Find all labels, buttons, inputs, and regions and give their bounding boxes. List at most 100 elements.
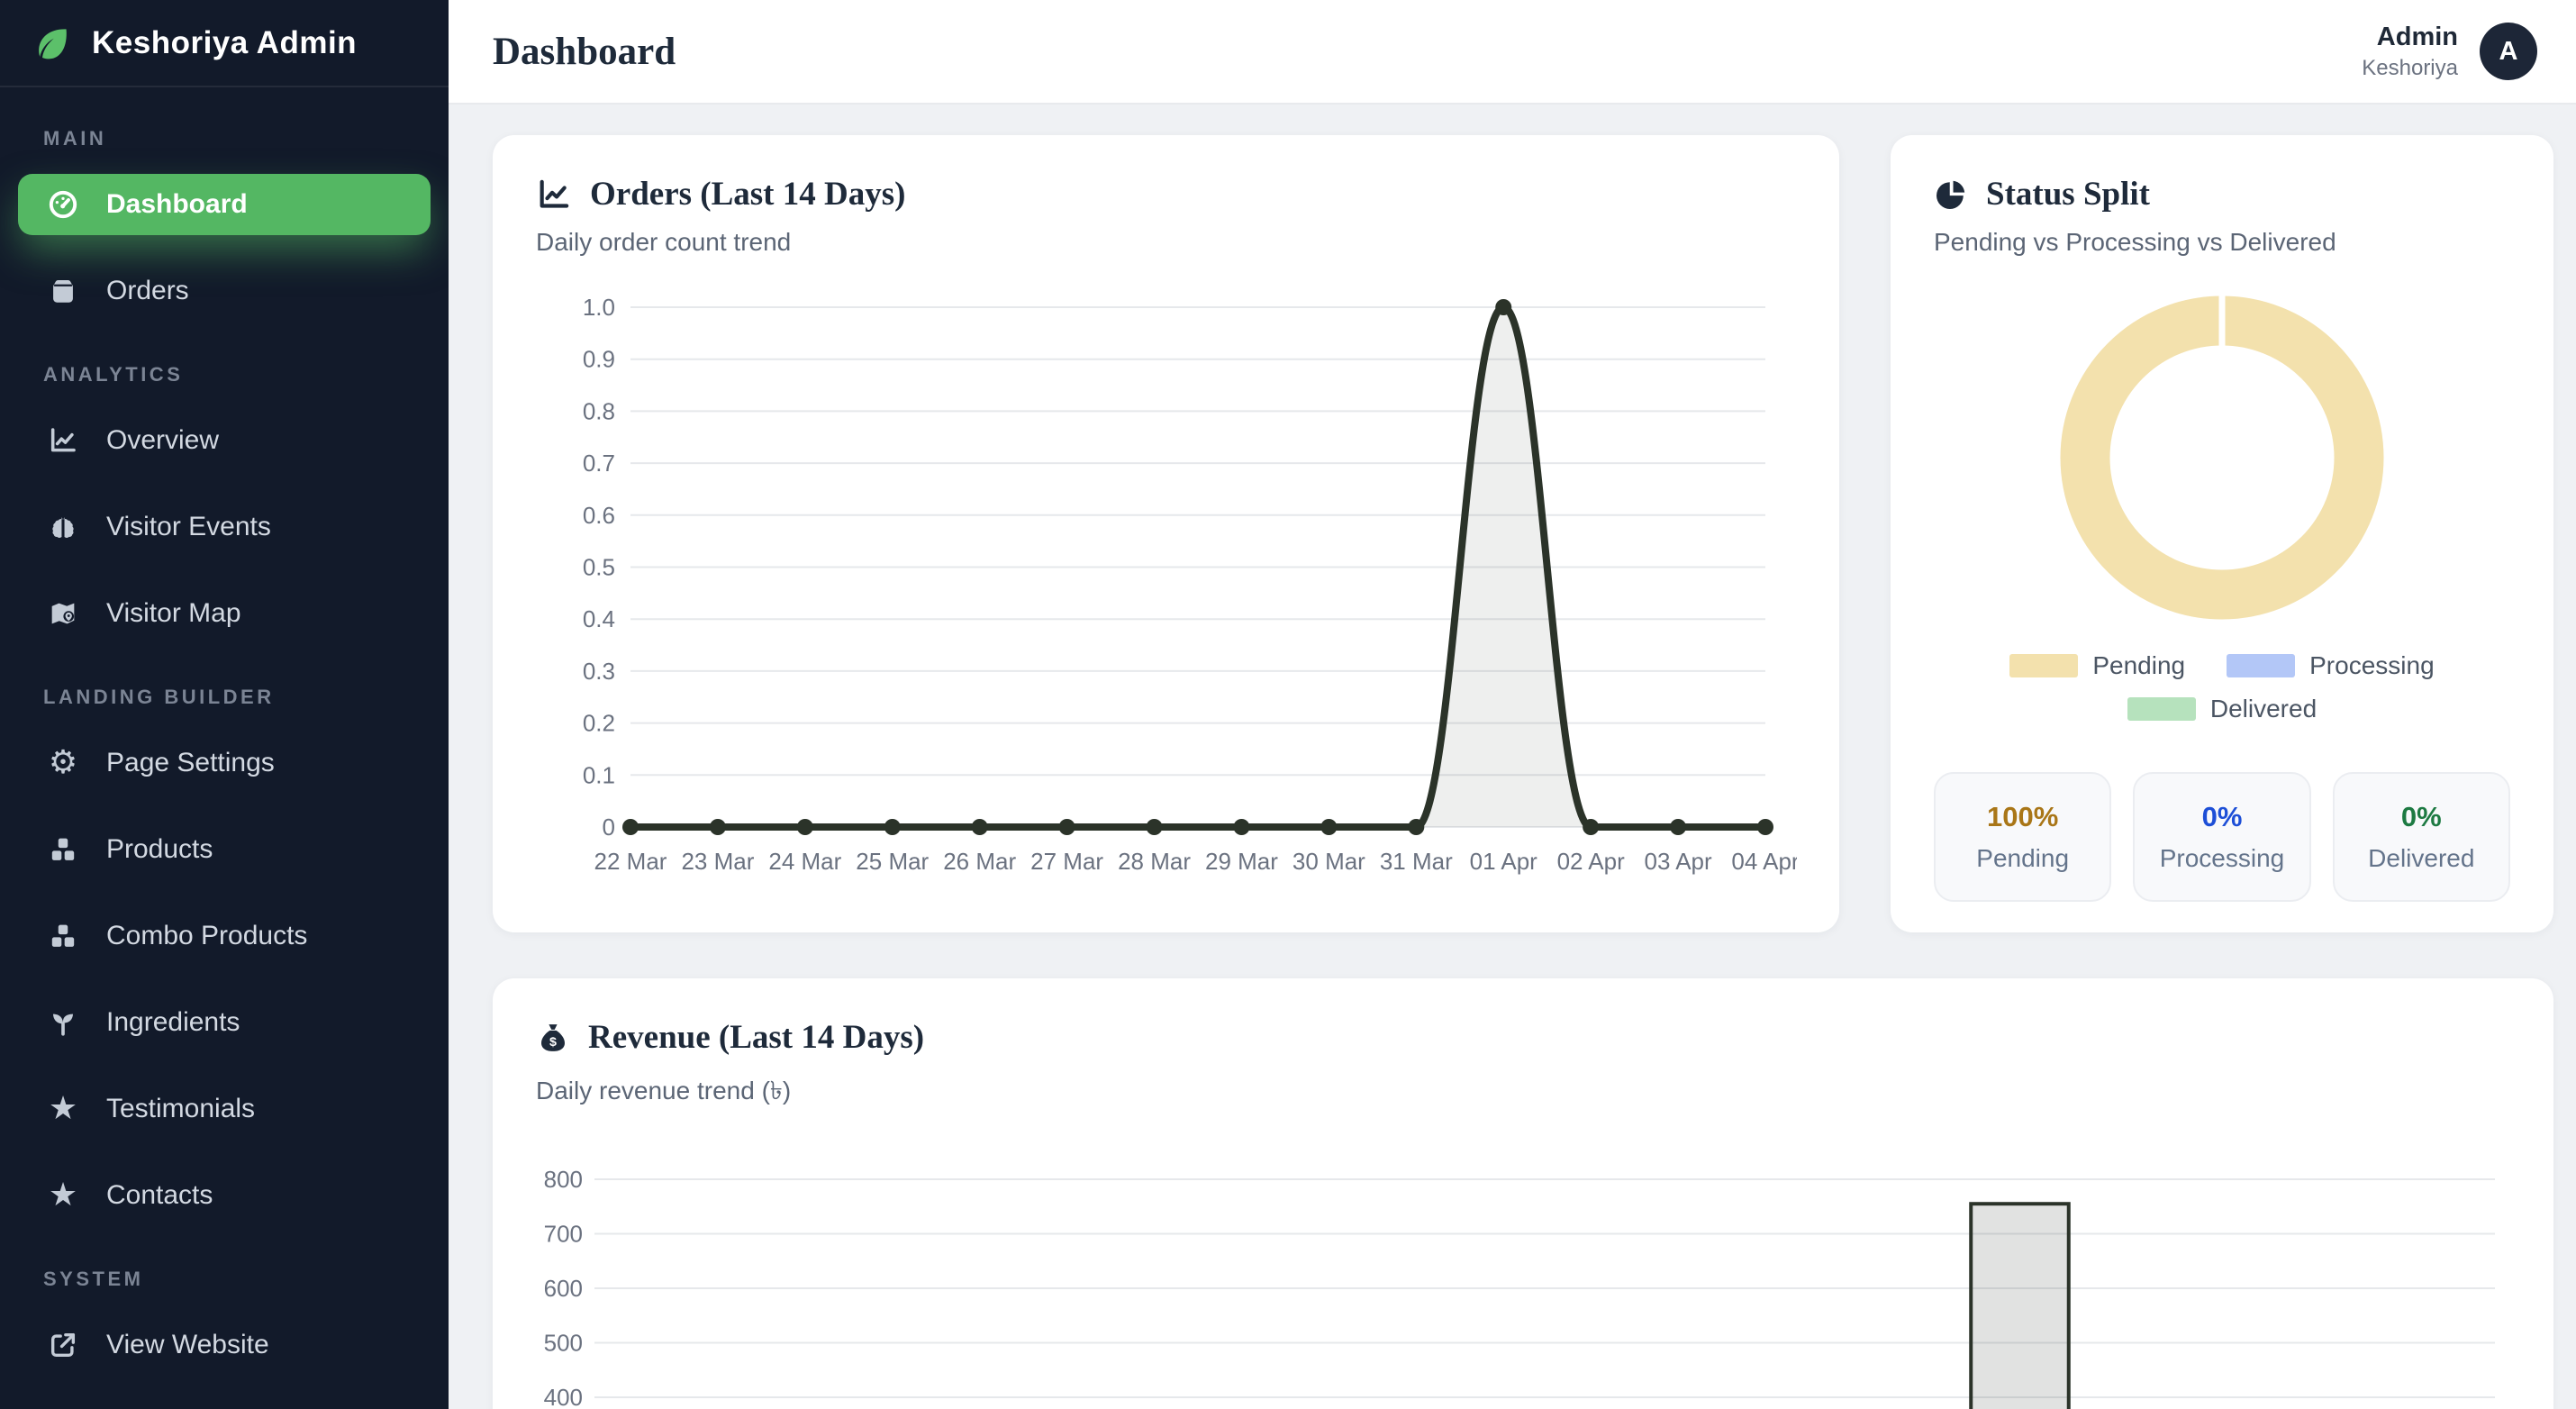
revenue-card-subtitle: Daily revenue trend (৳) bbox=[536, 1077, 792, 1104]
seedling-icon bbox=[45, 1007, 81, 1038]
status-card: Status Split Pending vs Processing vs De… bbox=[1891, 135, 2553, 932]
user-name: Admin bbox=[2376, 22, 2458, 51]
sidebar-item-view-website[interactable]: View Website bbox=[18, 1314, 431, 1376]
svg-text:30 Mar: 30 Mar bbox=[1293, 848, 1365, 875]
box-icon bbox=[45, 276, 81, 306]
stat-value: 0% bbox=[2400, 801, 2442, 832]
boxes-icon bbox=[45, 834, 81, 865]
revenue-card-title: Revenue (Last 14 Days) bbox=[588, 1019, 925, 1056]
svg-text:24 Mar: 24 Mar bbox=[768, 848, 841, 875]
sidebar-item-products[interactable]: Products bbox=[18, 819, 431, 880]
sidebar-item-overview[interactable]: Overview bbox=[18, 410, 431, 471]
legend-swatch bbox=[2009, 654, 2079, 677]
content: Orders (Last 14 Days) Daily order count … bbox=[449, 105, 2576, 1409]
sidebar-item-label: Visitor Events bbox=[106, 512, 271, 541]
sidebar-item-label: Overview bbox=[106, 425, 220, 455]
svg-text:500: 500 bbox=[544, 1330, 583, 1357]
sidebar-item-label: Orders bbox=[106, 276, 189, 305]
map-pin-icon bbox=[45, 598, 81, 629]
stat-box-processing: 0% Processing bbox=[2133, 772, 2311, 902]
stat-label: Delivered bbox=[2368, 844, 2475, 872]
star-icon: ★ bbox=[48, 1090, 78, 1127]
stat-label: Processing bbox=[2159, 844, 2285, 872]
gauge-icon bbox=[45, 188, 81, 221]
svg-text:29 Mar: 29 Mar bbox=[1205, 848, 1278, 875]
sidebar-item-ingredients[interactable]: Ingredients bbox=[18, 992, 431, 1053]
legend-item-pending[interactable]: Pending bbox=[2009, 651, 2185, 680]
legend-swatch bbox=[2127, 697, 2196, 721]
svg-text:26 Mar: 26 Mar bbox=[943, 848, 1016, 875]
svg-text:0.8: 0.8 bbox=[583, 397, 615, 424]
svg-text:22 Mar: 22 Mar bbox=[594, 848, 667, 875]
svg-text:700: 700 bbox=[544, 1221, 583, 1248]
svg-text:0.4: 0.4 bbox=[583, 605, 615, 632]
svg-text:0.1: 0.1 bbox=[583, 761, 615, 788]
sidebar-item-orders[interactable]: Orders bbox=[18, 260, 431, 322]
sidebar-item-testimonials[interactable]: ★ Testimonials bbox=[18, 1078, 431, 1140]
sidebar-item-dashboard[interactable]: Dashboard bbox=[18, 174, 431, 235]
main-area: Dashboard Admin Keshoriya A Orders (Last… bbox=[449, 0, 2576, 1409]
legend-swatch bbox=[2227, 654, 2296, 677]
svg-text:28 Mar: 28 Mar bbox=[1118, 848, 1191, 875]
brand-title: Keshoriya Admin bbox=[92, 24, 358, 60]
money-bag-icon: $ bbox=[536, 1021, 570, 1055]
user-org: Keshoriya bbox=[2362, 55, 2458, 80]
gear-icon: ⚙ bbox=[48, 744, 78, 781]
section-label-analytics: ANALYTICS bbox=[43, 363, 184, 386]
sidebar-item-label: Testimonials bbox=[106, 1094, 256, 1123]
svg-text:800: 800 bbox=[544, 1166, 583, 1193]
sidebar-item-label: Contacts bbox=[106, 1180, 213, 1210]
star-icon: ★ bbox=[48, 1177, 78, 1214]
brand-row: Keshoriya Admin bbox=[0, 0, 449, 87]
sidebar-item-label: Page Settings bbox=[106, 748, 275, 777]
svg-text:1.0: 1.0 bbox=[583, 294, 615, 321]
stat-value: 0% bbox=[2201, 801, 2243, 832]
sidebar-item-visitor-events[interactable]: Visitor Events bbox=[18, 496, 431, 558]
stat-box-pending: 100% Pending bbox=[1934, 772, 2112, 902]
svg-text:0.7: 0.7 bbox=[583, 450, 615, 477]
orders-card: Orders (Last 14 Days) Daily order count … bbox=[493, 135, 1839, 932]
svg-text:400: 400 bbox=[544, 1384, 583, 1409]
chart-line-icon bbox=[45, 425, 81, 456]
stat-label: Pending bbox=[1976, 844, 2070, 872]
section-label-landing-builder: LANDING BUILDER bbox=[43, 686, 275, 708]
sidebar-item-label: Ingredients bbox=[106, 1007, 240, 1037]
avatar[interactable]: A bbox=[2480, 23, 2537, 80]
chart-line-icon bbox=[536, 177, 572, 213]
sidebar-nav: MAIN Dashboard Orders ANALYTICS Overview Visi… bbox=[0, 87, 449, 1376]
user-text: Admin Keshoriya bbox=[2362, 23, 2458, 81]
svg-text:$: $ bbox=[549, 1035, 557, 1050]
sidebar-item-page-settings[interactable]: ⚙ Page Settings bbox=[18, 732, 431, 794]
svg-text:0.6: 0.6 bbox=[583, 502, 615, 529]
brain-icon bbox=[45, 512, 81, 542]
page-title: Dashboard bbox=[493, 30, 676, 73]
svg-text:31 Mar: 31 Mar bbox=[1380, 848, 1453, 875]
legend-item-delivered[interactable]: Delivered bbox=[2127, 695, 2317, 723]
legend-label: Pending bbox=[2092, 651, 2186, 679]
svg-text:04 Apr: 04 Apr bbox=[1731, 848, 1797, 875]
svg-text:600: 600 bbox=[544, 1275, 583, 1302]
svg-text:0.3: 0.3 bbox=[583, 658, 615, 685]
svg-text:03 Apr: 03 Apr bbox=[1644, 848, 1712, 875]
section-label-main: MAIN bbox=[43, 127, 107, 150]
svg-text:01 Apr: 01 Apr bbox=[1470, 848, 1538, 875]
stat-box-delivered: 0% Delivered bbox=[2332, 772, 2510, 902]
orders-line-chart: 1.0 0.9 0.8 0.7 0.6 0.5 0.4 0.3 0.2 0.1 0 22 Mar 23… bbox=[536, 273, 1800, 897]
sidebar-item-label: Dashboard bbox=[106, 189, 248, 219]
revenue-card: $ Revenue (Last 14 Days) Daily revenue t… bbox=[493, 978, 2553, 1409]
pie-chart-icon bbox=[1934, 177, 1968, 212]
legend-item-processing[interactable]: Processing bbox=[2227, 651, 2435, 680]
legend-label: Processing bbox=[2309, 651, 2435, 679]
sidebar-item-visitor-map[interactable]: Visitor Map bbox=[18, 583, 431, 644]
status-legend: Pending Processing Delivered bbox=[1934, 651, 2510, 723]
orders-card-subtitle: Daily order count trend bbox=[536, 228, 792, 256]
svg-text:0.2: 0.2 bbox=[583, 710, 615, 737]
svg-text:0.9: 0.9 bbox=[583, 346, 615, 373]
status-card-subtitle: Pending vs Processing vs Delivered bbox=[1934, 228, 2336, 256]
sidebar-item-label: Combo Products bbox=[106, 921, 308, 950]
sidebar-item-contacts[interactable]: ★ Contacts bbox=[18, 1165, 431, 1226]
svg-text:27 Mar: 27 Mar bbox=[1030, 848, 1103, 875]
sidebar-item-combo-products[interactable]: Combo Products bbox=[18, 905, 431, 967]
boxes-icon bbox=[45, 921, 81, 951]
